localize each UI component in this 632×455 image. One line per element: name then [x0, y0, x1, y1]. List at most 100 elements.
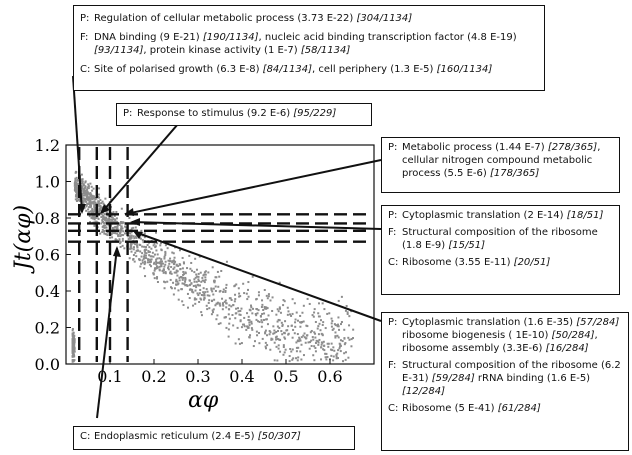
scatter-point — [330, 322, 333, 325]
scatter-point — [233, 300, 236, 303]
scatter-point — [163, 287, 166, 290]
scatter-point — [264, 341, 267, 344]
scatter-point — [93, 206, 96, 209]
scatter-point — [253, 340, 256, 343]
scatter-point — [97, 200, 100, 203]
scatter-point — [336, 324, 339, 327]
scatter-point — [194, 284, 197, 287]
scatter-point — [310, 339, 313, 342]
scatter-point — [258, 320, 261, 323]
scatter-point — [172, 281, 175, 284]
scatter-point — [145, 246, 148, 249]
scatter-point — [72, 331, 75, 334]
br-process-count-2: [50/284] — [551, 330, 595, 341]
scatter-point — [114, 220, 117, 223]
br-component-text: Ribosome (5 E-41) [61/284] — [402, 402, 622, 415]
prefix-p: P: — [388, 317, 398, 328]
scatter-point — [140, 229, 143, 232]
scatter-point — [330, 317, 333, 320]
scatter-point — [111, 231, 114, 234]
prefix-f: F: — [388, 227, 397, 238]
scatter-point — [340, 323, 343, 326]
scatter-point — [183, 283, 186, 286]
scatter-point — [140, 255, 143, 258]
scatter-point — [275, 338, 278, 341]
scatter-point — [313, 345, 316, 348]
scatter-point — [255, 330, 258, 333]
scatter-point — [169, 278, 172, 281]
scatter-point — [278, 306, 281, 309]
scatter-point — [130, 231, 133, 234]
scatter-point — [238, 313, 241, 316]
scatter-point — [118, 223, 121, 226]
scatter-point — [247, 315, 250, 318]
scatter-point — [155, 249, 158, 252]
scatter-point — [245, 328, 248, 331]
scatter-point — [76, 178, 79, 181]
scatter-point — [160, 265, 163, 268]
scatter-point — [240, 342, 243, 345]
scatter-point — [214, 289, 217, 292]
scatter-point — [128, 236, 131, 239]
br-process-label-3: , ribosome assembly (3.3E-6) — [402, 330, 598, 354]
scatter-point — [339, 350, 342, 353]
scatter-point — [188, 297, 191, 300]
scatter-point — [271, 338, 274, 341]
scatter-point — [94, 198, 97, 201]
scatter-point — [210, 313, 213, 316]
scatter-point — [282, 345, 285, 348]
scatter-point — [178, 276, 181, 279]
scatter-point — [227, 313, 230, 316]
annotation-row-function: F: DNA binding (9 E-21) [190/1134], nucl… — [80, 31, 538, 57]
scatter-point — [93, 217, 96, 220]
stimulus-row: P: Response to stimulus (9.2 E-6) [95/22… — [123, 107, 365, 120]
scatter-point — [90, 195, 93, 198]
scatter-point — [189, 267, 192, 270]
scatter-point — [221, 303, 224, 306]
scatter-point — [183, 262, 186, 265]
scatter-point — [314, 341, 317, 344]
scatter-point — [172, 293, 175, 296]
scatter-point — [119, 222, 122, 225]
scatter-point — [202, 287, 205, 290]
scatter-point — [210, 288, 213, 291]
scatter-point — [130, 235, 133, 238]
scatter-point — [221, 308, 224, 311]
scatter-point — [102, 217, 105, 220]
scatter-point — [309, 331, 312, 334]
scatter-point — [87, 208, 90, 211]
scatter-point — [82, 194, 85, 197]
x-tick-label: 0.5 — [273, 367, 298, 386]
scatter-point — [164, 271, 167, 274]
scatter-point — [200, 294, 203, 297]
function-count-1: [190/1134] — [202, 32, 259, 43]
scatter-point — [324, 327, 327, 330]
scatter-point — [87, 192, 90, 195]
scatter-point — [84, 199, 87, 202]
scatter-point — [228, 304, 231, 307]
scatter-point — [312, 338, 315, 341]
scatter-point — [88, 193, 91, 196]
scatter-point — [238, 342, 241, 345]
scatter-point — [104, 224, 107, 227]
scatter-point — [283, 300, 286, 303]
scatter-point — [104, 197, 107, 200]
scatter-point — [332, 355, 335, 358]
scatter-point — [77, 183, 80, 186]
scatter-point — [151, 251, 154, 254]
scatter-point — [152, 273, 155, 276]
scatter-point — [224, 290, 227, 293]
scatter-point — [75, 188, 78, 191]
scatter-point — [264, 332, 267, 335]
scatter-point — [139, 237, 142, 240]
scatter-point — [75, 195, 78, 198]
scatter-point — [163, 255, 166, 258]
scatter-point — [152, 255, 155, 258]
scatter-point — [330, 342, 333, 345]
scatter-point — [113, 232, 116, 235]
function-count-2: [93/1134] — [94, 45, 144, 56]
scatter-point — [331, 319, 334, 322]
scatter-point — [159, 242, 162, 245]
scatter-point — [116, 232, 119, 235]
scatter-point — [237, 310, 240, 313]
